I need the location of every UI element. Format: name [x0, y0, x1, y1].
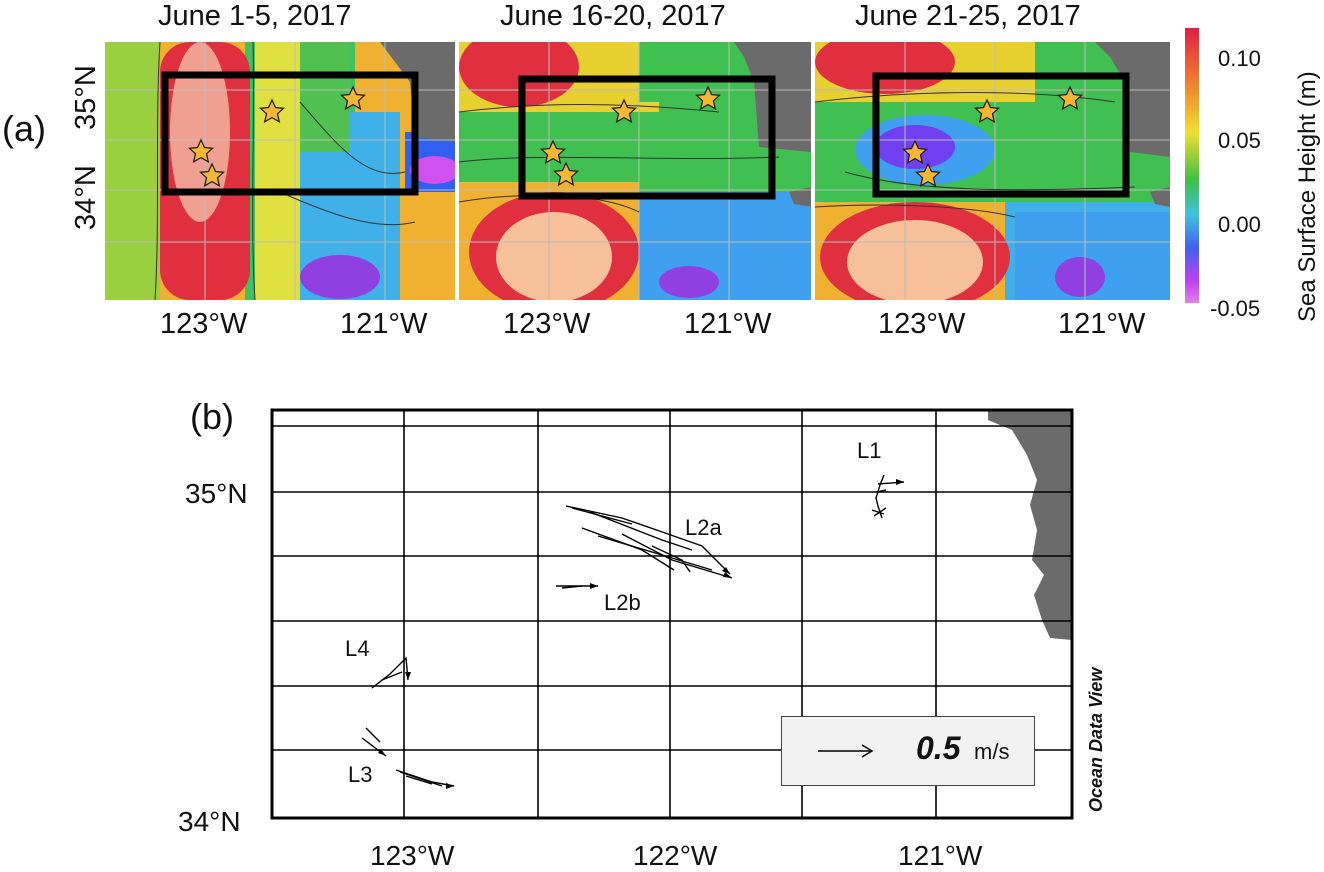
map-2-lon-121w: 121°W — [684, 308, 772, 340]
colorbar — [1185, 28, 1199, 303]
colorbar-label: Sea Surface Height (m) — [1294, 71, 1321, 322]
colorbar-tick-0.05: 0.05 — [1218, 128, 1261, 153]
vector-arrowheads — [378, 479, 904, 789]
ssh-map-2 — [459, 42, 811, 300]
lat-tick-35n: 35°N — [70, 65, 102, 130]
map-3-lon-121w: 121°W — [1058, 308, 1146, 340]
scale-value: 0.5 — [916, 730, 961, 766]
map-2-title: June 16-20, 2017 — [500, 0, 726, 32]
ocean-data-view-watermark: Ocean Data View — [1086, 667, 1106, 812]
drifter-label-l3: L3 — [348, 762, 373, 787]
panel-b-label: (b) — [190, 396, 234, 437]
map-3-title: June 21-25, 2017 — [855, 0, 1081, 32]
panel-b-lon-123w: 123°W — [370, 840, 455, 871]
velocity-scale-legend: 0.5 m/s — [781, 716, 1035, 786]
ssh-map-3 — [815, 42, 1170, 300]
map-3-lon-123w: 123°W — [878, 308, 966, 340]
drifter-label-l2a: L2a — [685, 515, 722, 540]
panel-b-lon-122w: 122°W — [633, 840, 718, 871]
scale-arrow — [818, 744, 874, 758]
drifter-label-l2b: L2b — [604, 590, 641, 615]
panel-b-lat-34n: 34°N — [178, 806, 241, 837]
drifter-label-l4: L4 — [345, 636, 370, 661]
panel-b-lat-35n: 35°N — [185, 478, 248, 509]
scale-unit: m/s — [974, 739, 1010, 764]
map-1-lon-121w: 121°W — [340, 308, 428, 340]
colorbar-tick-neg0.05: -0.05 — [1210, 296, 1261, 321]
map-1-title: June 1-5, 2017 — [158, 0, 352, 32]
ssh-map-1 — [105, 42, 455, 300]
coastline-land — [988, 410, 1072, 640]
panel-a-label: (a) — [2, 108, 46, 149]
panel-b-lon-121w: 121°W — [898, 840, 983, 871]
colorbar-tick-0.10: 0.10 — [1218, 46, 1261, 71]
map-2-lon-123w: 123°W — [503, 308, 591, 340]
lat-tick-34n: 34°N — [70, 165, 102, 230]
drifter-label-l1: L1 — [857, 438, 882, 463]
colorbar-tick-0.00: 0.00 — [1218, 212, 1261, 237]
velocity-vectors — [361, 474, 905, 787]
map-1-lon-123w: 123°W — [160, 308, 248, 340]
